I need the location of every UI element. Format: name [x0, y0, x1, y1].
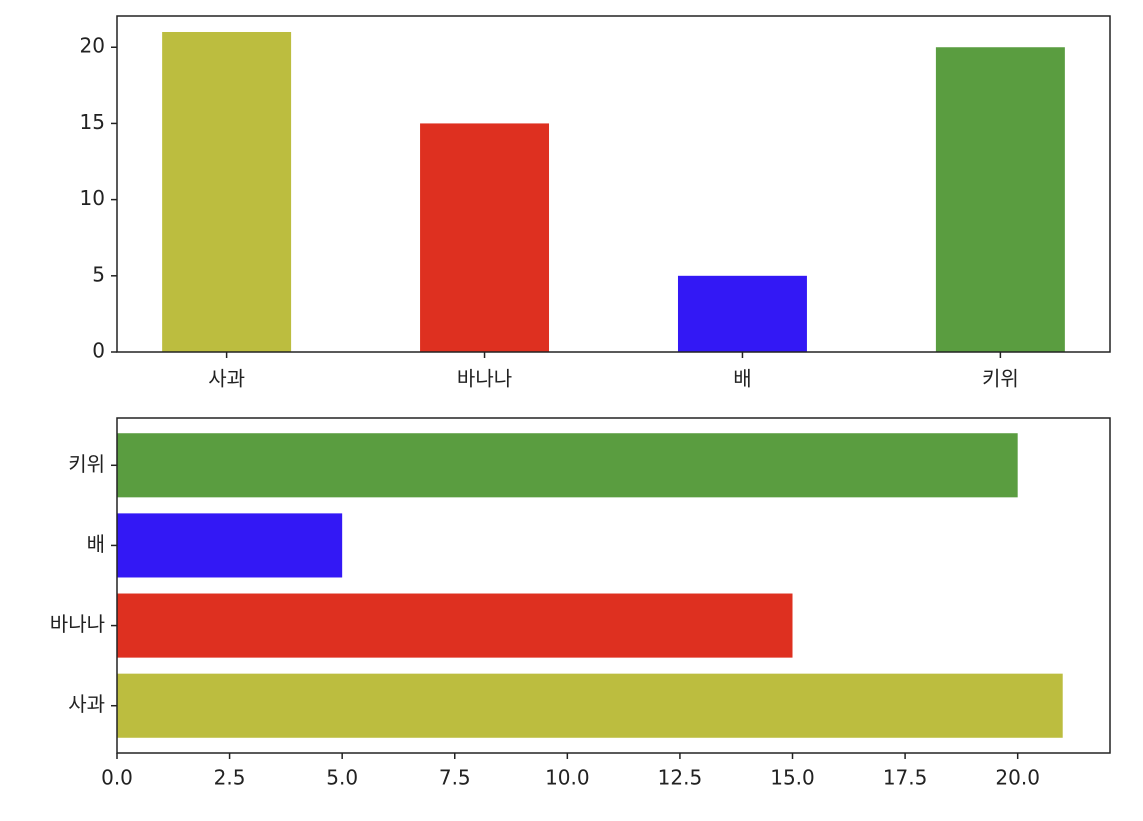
- y-tick-label: 5: [92, 262, 105, 286]
- x-tick-label: 15.0: [770, 766, 815, 790]
- bar: [935, 47, 1065, 352]
- plot-frame: [116, 15, 1111, 353]
- bar: [117, 513, 343, 578]
- x-tick-label: 키위: [982, 367, 1019, 391]
- x-tick-label: 10.0: [545, 766, 590, 790]
- x-tick-label: 배: [733, 367, 751, 391]
- x-tick-label: 12.5: [658, 766, 703, 790]
- y-tick-label: 사과: [68, 692, 105, 716]
- y-tick-label: 20: [80, 34, 105, 58]
- x-tick-label: 0.0: [101, 766, 133, 790]
- y-tick-label: 바나나: [50, 612, 105, 636]
- bar: [117, 593, 793, 658]
- x-tick-label: 17.5: [883, 766, 928, 790]
- y-tick-label: 0: [92, 339, 105, 363]
- y-tick-label: 배: [87, 532, 105, 556]
- y-tick-label: 10: [80, 186, 105, 210]
- x-tick-label: 7.5: [439, 766, 471, 790]
- bar: [117, 673, 1063, 738]
- plot-frame: [116, 417, 1111, 754]
- x-tick-label: 20.0: [995, 766, 1040, 790]
- x-tick-label: 2.5: [214, 766, 246, 790]
- x-tick-label: 바나나: [457, 367, 512, 391]
- x-tick-label: 5.0: [326, 766, 358, 790]
- bar: [677, 275, 807, 352]
- bar: [420, 123, 550, 352]
- bar: [117, 433, 1018, 498]
- y-tick-label: 키위: [68, 452, 105, 476]
- y-tick-label: 15: [80, 110, 105, 134]
- bar: [162, 32, 292, 352]
- x-tick-label: 사과: [208, 367, 245, 391]
